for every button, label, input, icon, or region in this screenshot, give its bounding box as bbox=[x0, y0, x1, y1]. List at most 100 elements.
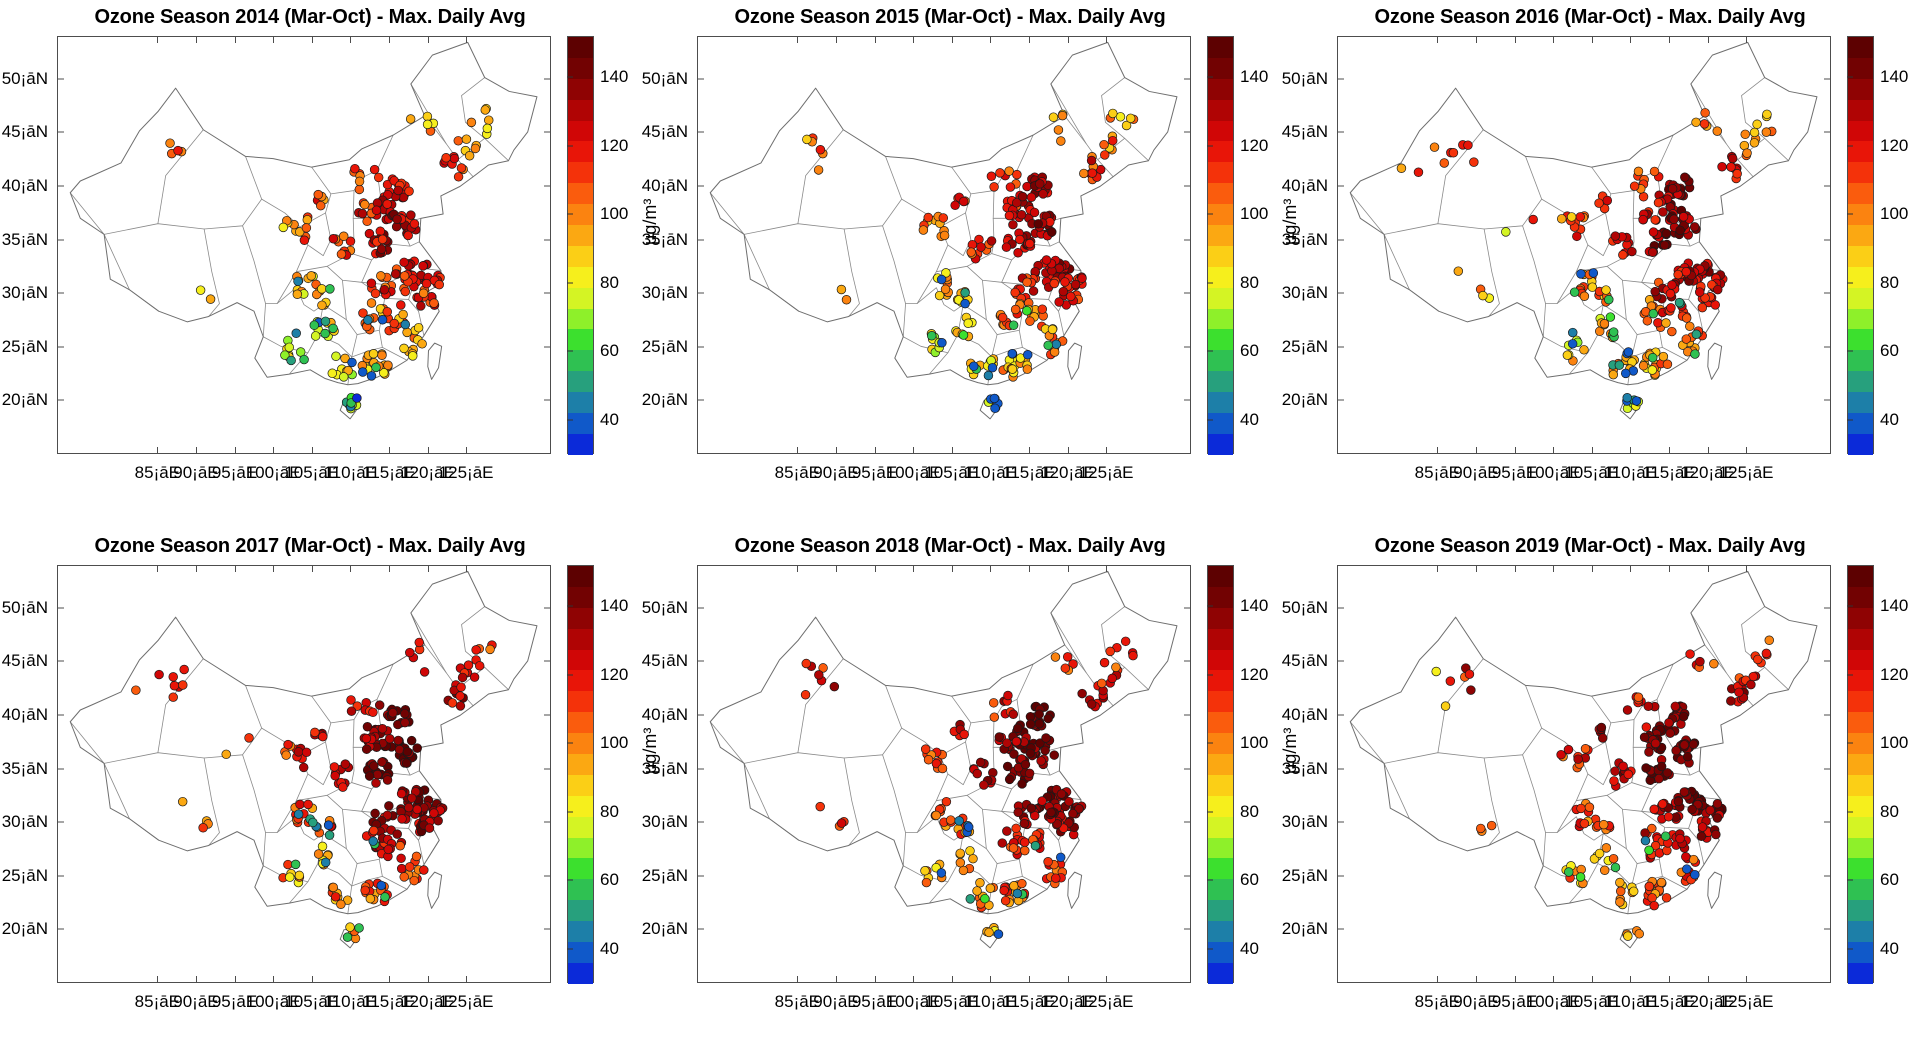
colorbar-segment bbox=[568, 392, 593, 414]
colorbar-tick-mark bbox=[1207, 674, 1213, 676]
colorbar-segment bbox=[568, 329, 593, 351]
x-axis-tick-mark bbox=[1553, 565, 1555, 572]
colorbar-segment bbox=[1208, 413, 1233, 434]
colorbar-segment bbox=[568, 413, 593, 434]
x-axis-tick-mark bbox=[157, 565, 159, 572]
colorbar-segment bbox=[568, 586, 593, 608]
y-axis-tick-label: 20¡āN bbox=[1, 390, 48, 410]
y-axis-tick-label: 45¡āN bbox=[1281, 122, 1328, 142]
y-axis-tick-mark bbox=[1184, 660, 1191, 662]
x-axis-tick-label: 85¡āE bbox=[134, 463, 181, 482]
y-axis-tick-mark bbox=[1337, 660, 1344, 662]
colorbar-tick-label: 140 bbox=[1880, 596, 1909, 616]
x-axis-tick-mark bbox=[427, 36, 429, 43]
y-axis-tick-label: 40¡āN bbox=[1281, 705, 1328, 725]
x-axis-tick-label: 115¡āE bbox=[1002, 992, 1056, 1011]
colorbar-segment bbox=[568, 900, 593, 922]
colorbar-segment bbox=[1208, 225, 1233, 246]
colorbar-tick-label: 40 bbox=[1880, 409, 1899, 429]
x-axis-tick-mark bbox=[427, 447, 429, 454]
colorbar-segment bbox=[568, 670, 593, 692]
colorbar-tick-label: 100 bbox=[1880, 204, 1909, 224]
y-axis-tick-label: 30¡āN bbox=[1, 812, 48, 832]
colorbar-segment bbox=[568, 162, 593, 184]
x-axis-tick-mark bbox=[311, 447, 313, 454]
x-axis-tick-label: 125¡āE bbox=[1718, 992, 1774, 1011]
y-axis-tick-mark bbox=[697, 292, 704, 294]
y-axis-tick-mark bbox=[57, 821, 64, 823]
x-axis-tick-mark bbox=[1707, 565, 1709, 572]
map-panel-2015: Ozone Season 2015 (Mar-Oct) - Max. Daily… bbox=[640, 0, 1300, 529]
y-axis-tick-mark bbox=[1184, 78, 1191, 80]
x-axis-tick-mark bbox=[1475, 565, 1477, 572]
x-axis-tick-mark bbox=[835, 976, 837, 983]
colorbar-tick-mark bbox=[1207, 605, 1213, 607]
colorbar-segment bbox=[1208, 900, 1233, 922]
x-axis-tick-mark bbox=[1746, 447, 1748, 454]
colorbar-tick-label: 120 bbox=[1880, 135, 1909, 155]
colorbar-tick-mark bbox=[1847, 811, 1853, 813]
colorbar-segment bbox=[1208, 308, 1233, 330]
colorbar-tick-label: 60 bbox=[600, 341, 619, 361]
map-panel-2014: Ozone Season 2014 (Mar-Oct) - Max. Daily… bbox=[0, 0, 660, 529]
colorbar-segment bbox=[1208, 141, 1233, 163]
colorbar-segment bbox=[1208, 371, 1233, 393]
colorbar-2016 bbox=[1847, 36, 1874, 455]
x-axis-tick-mark bbox=[1437, 447, 1439, 454]
x-axis-tick-mark bbox=[1553, 976, 1555, 983]
colorbar-segment bbox=[568, 607, 593, 629]
y-axis-tick-mark bbox=[1337, 78, 1344, 80]
colorbar-segment bbox=[568, 141, 593, 163]
colorbar-segment bbox=[1208, 37, 1233, 58]
y-axis-tick-mark bbox=[1824, 821, 1831, 823]
x-axis-tick-mark bbox=[1514, 36, 1516, 43]
colorbar-segment bbox=[568, 691, 593, 713]
y-axis-tick-mark bbox=[1184, 928, 1191, 930]
colorbar-segment bbox=[1208, 162, 1233, 184]
y-axis-tick-mark bbox=[57, 714, 64, 716]
x-axis-tick-mark bbox=[311, 565, 313, 572]
y-axis-tick-label: 20¡āN bbox=[1281, 390, 1328, 410]
colorbar-tick-mark bbox=[567, 350, 573, 352]
colorbar-segment bbox=[1208, 57, 1233, 79]
x-axis-tick-label: 115¡āE bbox=[362, 992, 416, 1011]
colorbar-tick-label: 140 bbox=[1880, 67, 1909, 87]
colorbar-tick-label: 60 bbox=[1880, 341, 1899, 361]
y-axis-tick-mark bbox=[697, 928, 704, 930]
x-axis-tick-label: 115¡āE bbox=[1642, 992, 1696, 1011]
x-axis-tick-mark bbox=[1028, 447, 1030, 454]
colorbar-segment bbox=[1848, 78, 1873, 100]
colorbar-tick-mark bbox=[1207, 811, 1213, 813]
colorbar-segment bbox=[1848, 586, 1873, 608]
x-axis-tick-mark bbox=[797, 447, 799, 454]
colorbar-tick-mark bbox=[1207, 213, 1213, 215]
colorbar-segment bbox=[568, 566, 593, 587]
y-axis-tick-mark bbox=[1824, 607, 1831, 609]
x-axis-tick-mark bbox=[466, 447, 468, 454]
x-axis-tick-mark bbox=[835, 36, 837, 43]
colorbar-segment bbox=[1848, 308, 1873, 330]
y-axis-tick-mark bbox=[1824, 875, 1831, 877]
y-axis-tick-mark bbox=[544, 875, 551, 877]
colorbar-segment bbox=[1208, 649, 1233, 671]
x-axis-tick-label: 105¡āE bbox=[284, 463, 340, 482]
colorbar-tick-label: 120 bbox=[1240, 664, 1269, 684]
y-axis-tick-mark bbox=[544, 768, 551, 770]
y-axis-tick-label: 35¡āN bbox=[641, 758, 688, 778]
colorbar-segment bbox=[1848, 57, 1873, 79]
x-axis-tick-mark bbox=[1668, 36, 1670, 43]
colorbar-tick-mark bbox=[567, 879, 573, 881]
colorbar-tick-label: 80 bbox=[1240, 801, 1259, 821]
colorbar-tick-mark bbox=[1847, 76, 1853, 78]
x-axis-tick-mark bbox=[1475, 36, 1477, 43]
x-axis-tick-mark bbox=[273, 36, 275, 43]
axes-2016: 50¡āN 45¡āN 40¡āN 35¡āN 30¡āN 25¡āN 20¡āN 85¡āE… bbox=[1282, 36, 1831, 482]
x-axis-tick-mark bbox=[874, 36, 876, 43]
y-axis-tick-mark bbox=[1184, 239, 1191, 241]
colorbar-tick-mark bbox=[1847, 742, 1853, 744]
colorbar-segment bbox=[1848, 245, 1873, 267]
y-axis-tick-mark bbox=[697, 185, 704, 187]
colorbar-segment bbox=[568, 795, 593, 817]
colorbar-segment bbox=[1848, 670, 1873, 692]
colorbar-tick-mark bbox=[1207, 282, 1213, 284]
